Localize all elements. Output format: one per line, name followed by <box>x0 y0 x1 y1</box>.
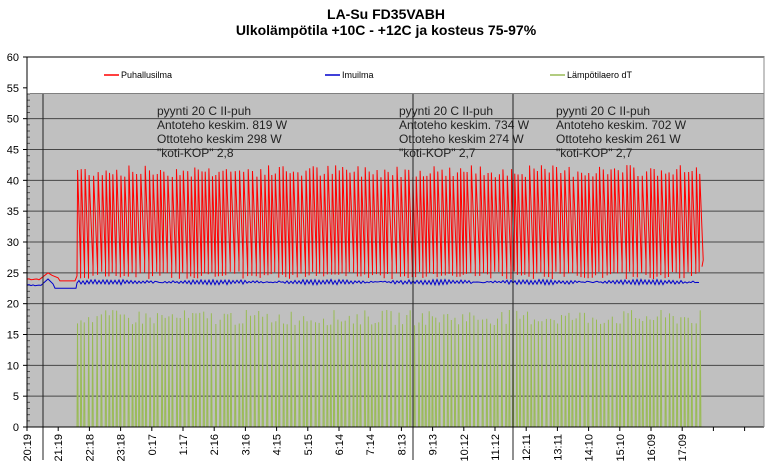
x-tick-label: 5:15 <box>303 434 315 455</box>
annotation-line: "koti-KOP" 2,7 <box>556 146 633 160</box>
x-tick-label: 14:10 <box>584 434 596 462</box>
annotation-line: "koti-KOP" 2,7 <box>399 146 476 160</box>
y-tick-label: 5 <box>13 391 19 403</box>
chart-subtitle: Ulkolämpötila +10C - +12C ja kosteus 75-… <box>235 22 537 38</box>
legend-label: Lämpötilaero dT <box>567 70 633 80</box>
x-tick-label: 21:19 <box>53 434 65 462</box>
x-tick-label: 0:17 <box>147 434 159 455</box>
y-tick-label: 0 <box>13 422 19 434</box>
x-tick-label: 2:16 <box>209 434 221 455</box>
x-tick-label: 11:12 <box>490 434 502 461</box>
x-tick-label: 4:15 <box>272 434 284 455</box>
x-tick-label: 6:14 <box>334 434 346 455</box>
series-line-puhallusilma <box>26 165 704 282</box>
x-tick-label: 10:12 <box>459 434 471 462</box>
annotation-3: pyynti 20 C II-puh Antoteho keskim. 702 … <box>556 104 686 160</box>
annotation-2: pyynti 20 C II-puh Antoteho keskim. 734 … <box>399 104 529 160</box>
annotation-1: pyynti 20 C II-puh Antoteho keskim. 819 … <box>157 104 287 160</box>
annotation-line: pyynti 20 C II-puh <box>556 104 651 118</box>
x-tick-label: 3:16 <box>240 434 252 455</box>
y-tick-label: 20 <box>7 299 19 311</box>
x-tick-label: 8:13 <box>396 434 408 455</box>
annotation-line: pyynti 20 C II-puh <box>399 104 494 118</box>
y-tick-label: 10 <box>7 360 19 372</box>
x-tick-label: 1:17 <box>178 434 190 455</box>
y-tick-label: 55 <box>7 83 19 95</box>
legend-label: Puhallusilma <box>121 70 172 80</box>
y-tick-label: 40 <box>7 175 19 187</box>
annotation-line: Ottoteho keskim 298 W <box>157 132 282 146</box>
x-tick-label: 9:13 <box>428 434 440 455</box>
legend-label: Imuilma <box>342 70 374 80</box>
chart-title: LA-Su FD35VABH <box>327 6 445 22</box>
y-tick-label: 60 <box>7 52 19 64</box>
y-tick-label: 15 <box>7 330 19 342</box>
annotation-line: pyynti 20 C II-puh <box>157 104 252 118</box>
x-tick-label: 15:10 <box>615 434 627 462</box>
legend-box <box>26 56 765 95</box>
x-tick-label: 12:11 <box>521 434 533 461</box>
annotation-line: "koti-KOP" 2,8 <box>157 146 234 160</box>
annotation-line: Antoteho keskim. 702 W <box>556 118 687 132</box>
x-tick-label: 16:09 <box>646 434 658 462</box>
y-tick-label: 30 <box>7 237 19 249</box>
y-tick-label: 50 <box>7 114 19 126</box>
annotation-line: Antoteho keskim. 734 W <box>399 118 530 132</box>
x-tick-label: 23:18 <box>116 434 128 462</box>
x-tick-label: 17:09 <box>677 434 689 462</box>
annotation-line: Ottoteho keskim 261 W <box>556 132 681 146</box>
series-line-imuilma <box>26 278 700 289</box>
y-tick-label: 25 <box>7 268 19 280</box>
x-tick-label: 7:14 <box>365 434 377 455</box>
y-tick-label: 35 <box>7 206 19 218</box>
x-tick-label: 20:19 <box>22 434 34 462</box>
y-tick-label: 45 <box>7 145 19 157</box>
annotation-line: Ottoteho keskim 274 W <box>399 132 524 146</box>
x-tick-label: 22:18 <box>84 434 96 462</box>
x-tick-label: 13:11 <box>552 434 564 461</box>
annotation-line: Antoteho keskim. 819 W <box>157 118 288 132</box>
